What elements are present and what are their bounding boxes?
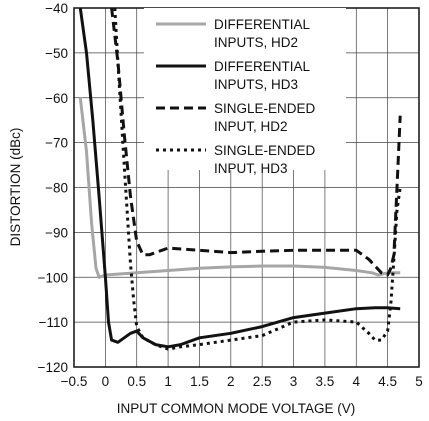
y-tick-label: −50 <box>45 46 68 61</box>
legend-label-se-hd3-line2: INPUT, HD3 <box>214 161 288 176</box>
x-tick-label: 5 <box>415 374 423 389</box>
series-differential-hd2 <box>78 97 401 279</box>
y-tick-label: −120 <box>38 360 68 375</box>
legend-label-se-hd2-line2: INPUT, HD2 <box>214 119 288 134</box>
y-tick-label: −110 <box>39 315 68 330</box>
x-tick-label: 3 <box>290 374 298 389</box>
y-tick-label: −90 <box>45 225 68 240</box>
y-tick-labels: −40 −50 −60 −70 −80 −90 −100 −110 −120 <box>38 1 68 375</box>
legend-background <box>144 8 346 170</box>
x-tick-label: 1.5 <box>190 374 209 389</box>
series-differential-hd3 <box>78 8 401 349</box>
x-tick-label: 0 <box>102 374 110 389</box>
legend-label-diff-hd3-line2: INPUTS, HD3 <box>214 77 298 92</box>
x-tick-label: 4 <box>353 374 361 389</box>
x-tick-label: 0.5 <box>127 374 146 389</box>
x-tick-label: 1 <box>164 374 172 389</box>
y-tick-label: −40 <box>45 1 68 16</box>
x-tick-label: 3.5 <box>316 374 335 389</box>
x-axis-label: INPUT COMMON MODE VOLTAGE (V) <box>117 401 356 416</box>
legend-label-diff-hd3-line1: DIFFERENTIAL <box>214 59 311 74</box>
y-tick-label: −60 <box>45 91 68 106</box>
y-tick-label: −70 <box>45 136 68 151</box>
y-axis-label: DISTORTION (dBc) <box>8 128 23 247</box>
x-tick-label: 4.5 <box>378 374 397 389</box>
y-tick-label: −100 <box>38 270 68 285</box>
legend: DIFFERENTIAL INPUTS, HD2 DIFFERENTIAL IN… <box>144 8 346 176</box>
legend-label-se-hd2-line1: SINGLE-ENDED <box>214 101 316 116</box>
x-tick-label: −0.5 <box>61 374 88 389</box>
x-tick-labels: −0.5 0 0.5 1 1.5 2 2.5 3 3.5 4 4.5 5 <box>61 374 423 389</box>
x-tick-label: 2 <box>227 374 235 389</box>
y-tick-label: −80 <box>45 181 68 196</box>
x-tick-label: 2.5 <box>253 374 272 389</box>
legend-label-se-hd3-line1: SINGLE-ENDED <box>214 143 316 158</box>
legend-label-diff-hd2-line2: INPUTS, HD2 <box>214 35 298 50</box>
series-single-ended-hd2 <box>110 8 402 277</box>
legend-label-diff-hd2-line1: DIFFERENTIAL <box>214 17 311 32</box>
series-layer <box>78 8 402 351</box>
